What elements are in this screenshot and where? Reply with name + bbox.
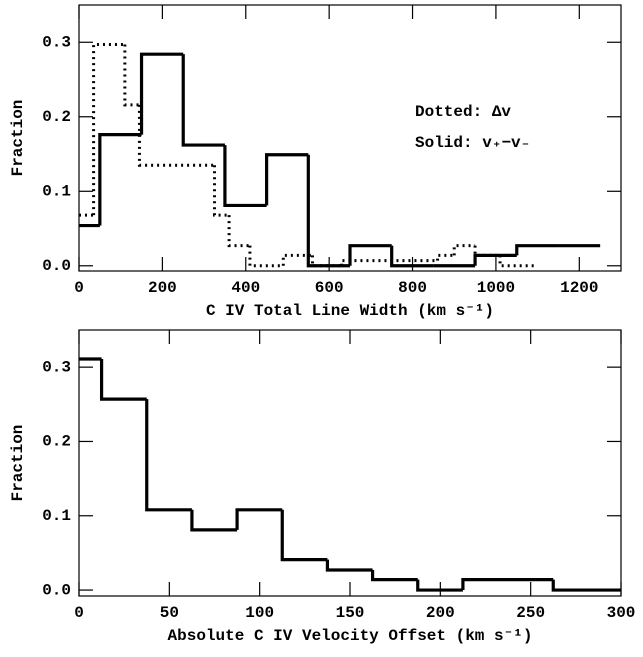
histogram-bin: [306, 154, 350, 268]
histogram-bin: [139, 52, 184, 135]
x-tick-label: 250: [516, 604, 545, 622]
y-tick-label: 0.0: [42, 257, 71, 275]
histogram-bin: [99, 358, 147, 401]
plot-frame: [78, 4, 622, 272]
histogram-bin: [235, 508, 283, 530]
y-tick-label: 0.3: [42, 33, 71, 51]
histogram-bin: [98, 133, 142, 226]
x-tick-label: 800: [398, 279, 427, 297]
histogram-bin: [280, 509, 328, 562]
histogram-bin: [190, 509, 238, 532]
histogram-bin: [340, 259, 438, 266]
histogram-bin: [181, 54, 225, 147]
histogram-bin: [452, 244, 476, 256]
histogram-bin: [416, 579, 463, 592]
x-tick-label: 100: [245, 604, 274, 622]
x-tick-label: 300: [607, 604, 636, 622]
histogram-bin: [515, 244, 559, 256]
y-tick-label: 0.1: [42, 507, 71, 525]
y-tick-label: 0.0: [42, 581, 71, 599]
annotation: Solid: v₊−v₋: [415, 134, 530, 152]
histogram-bin: [265, 153, 309, 206]
histogram-bin: [370, 569, 418, 582]
x-tick-label: 150: [336, 604, 365, 622]
x-tick-label: 200: [426, 604, 455, 622]
histogram-bin: [223, 145, 267, 208]
x-tick-label: 1200: [560, 279, 598, 297]
x-axis-label: C IV Total Line Width (km s⁻¹): [206, 302, 494, 320]
annotation: Dotted: Δv: [415, 103, 511, 121]
x-tick-label: 400: [231, 279, 260, 297]
y-tick-label: 0.2: [42, 433, 71, 451]
histogram-bin: [325, 559, 373, 572]
x-axis-label: Absolute C IV Velocity Offset (km s⁻¹): [168, 627, 533, 645]
y-axis-label: Fraction: [9, 100, 27, 177]
x-tick-label: 50: [160, 604, 179, 622]
y-tick-label: 0.1: [42, 182, 71, 200]
plot-frame: [78, 329, 622, 597]
x-tick-label: 200: [148, 279, 177, 297]
x-tick-label: 0: [74, 604, 84, 622]
histogram-bin: [227, 215, 250, 248]
histogram-bin: [123, 44, 140, 107]
histogram-bin: [551, 579, 621, 592]
histogram-bin: [473, 253, 517, 266]
histogram-bin: [461, 578, 554, 591]
histogram-bin: [213, 165, 230, 217]
y-axis-label: Fraction: [9, 425, 27, 502]
histogram-bin: [390, 245, 434, 268]
histogram-bin: [248, 245, 284, 268]
x-tick-label: 600: [315, 279, 344, 297]
x-tick-label: 0: [74, 279, 84, 297]
y-tick-label: 0.2: [42, 108, 71, 126]
y-tick-label: 0.3: [42, 358, 71, 376]
histogram-bin: [145, 399, 192, 512]
histogram-bin: [436, 253, 455, 261]
x-tick-label: 1000: [477, 279, 515, 297]
histogram-bin: [137, 104, 215, 167]
histogram-bin: [348, 244, 392, 266]
